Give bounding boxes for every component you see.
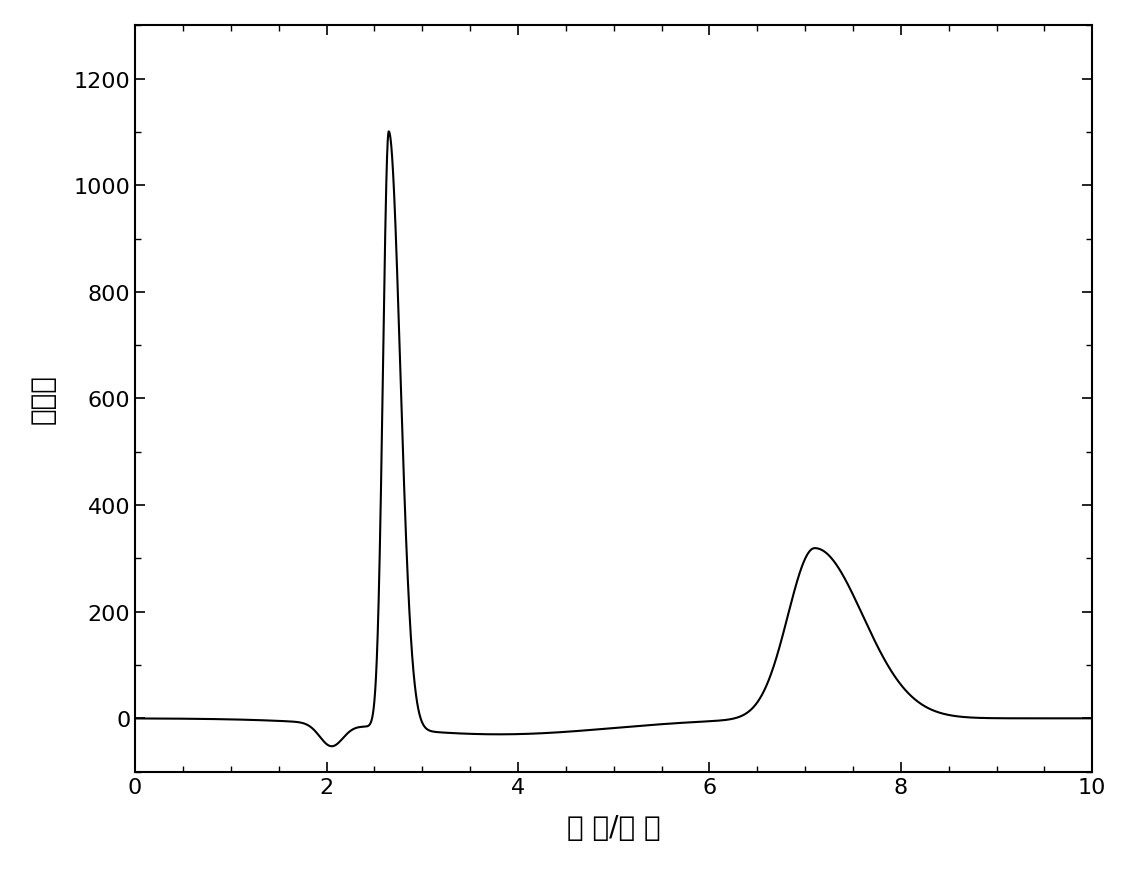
Y-axis label: 吸光度: 吸光度 [29, 374, 56, 424]
X-axis label: 时 间/分 钟: 时 间/分 钟 [566, 813, 661, 841]
